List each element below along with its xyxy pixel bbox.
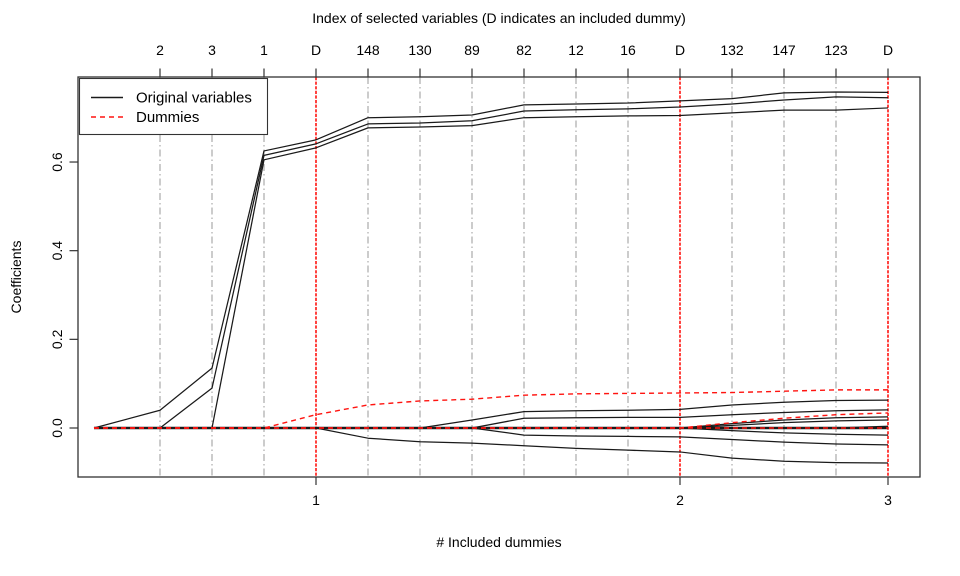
legend-label-2: Dummies (136, 109, 199, 126)
legend-box (78, 77, 269, 136)
y-axis-tick-label: 0.6 (49, 152, 65, 172)
top-axis-label: 2 (156, 42, 164, 58)
top-axis-label: 148 (356, 42, 380, 58)
top-axis-label: 123 (824, 42, 848, 58)
top-axis-label: 82 (516, 42, 532, 58)
top-axis-label: D (883, 42, 893, 58)
y-axis-tick-label: 0.2 (49, 329, 65, 349)
original-path-4 (94, 427, 889, 464)
y-axis-tick-label: 0.0 (49, 418, 65, 438)
top-axis-label: 89 (464, 42, 480, 58)
legend-label-1: Original variables (136, 90, 252, 107)
top-axis-label: 132 (720, 42, 744, 58)
x-axis-tick-label: 1 (312, 492, 320, 508)
top-axis-label: 3 (208, 42, 216, 58)
original-path-5 (94, 427, 889, 446)
top-axis-label: 16 (620, 42, 636, 58)
plot-frame (77, 76, 921, 478)
chart-title: Index of selected variables (D indicates… (312, 10, 686, 26)
y-axis-tick-label: 0.4 (49, 241, 65, 261)
top-axis-label: 147 (772, 42, 796, 58)
original-path-1 (93, 91, 889, 429)
top-axis-label: D (675, 42, 685, 58)
x-axis-title: # Included dummies (436, 534, 562, 550)
top-axis-label: 130 (408, 42, 432, 58)
top-axis-label: D (311, 42, 321, 58)
top-axis-label: 1 (260, 42, 268, 58)
top-axis-label: 12 (568, 42, 584, 58)
x-axis-tick-label: 3 (884, 492, 892, 508)
original-path-2 (94, 96, 889, 429)
x-axis-tick-label: 2 (676, 492, 684, 508)
y-axis-title: Coefficients (8, 240, 24, 314)
original-path-3 (94, 107, 889, 429)
